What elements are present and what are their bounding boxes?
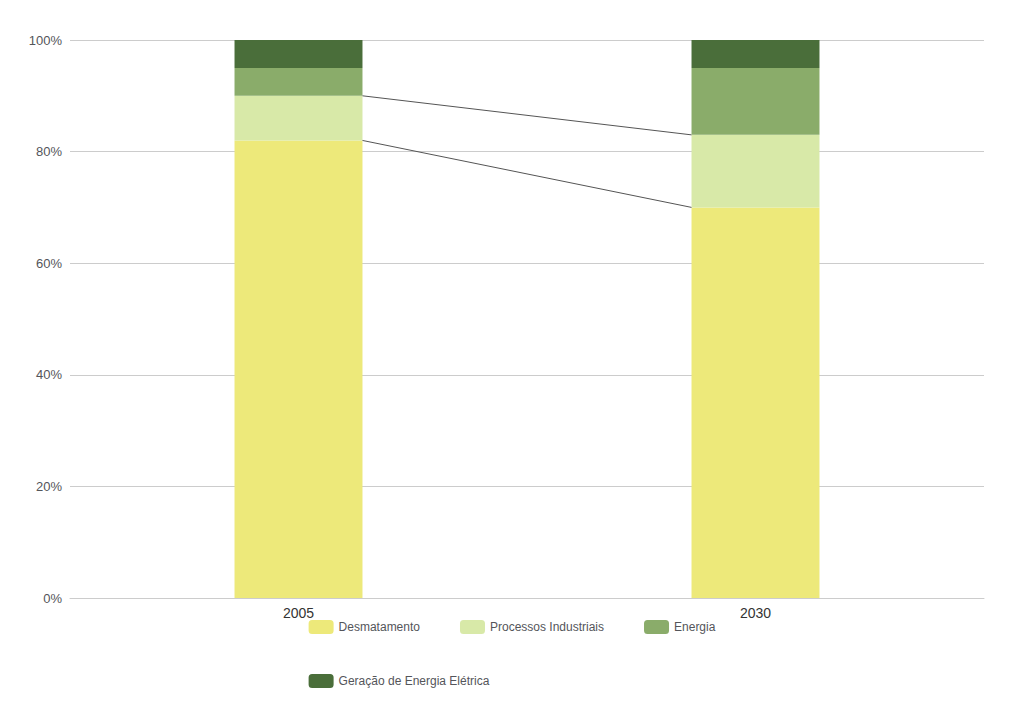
svg-text:Energia: Energia (674, 620, 716, 634)
svg-text:100%: 100% (29, 33, 63, 48)
svg-text:Processos Industriais: Processos Industriais (490, 620, 604, 634)
svg-text:2005: 2005 (283, 605, 314, 621)
svg-text:0%: 0% (43, 591, 62, 606)
svg-text:2030: 2030 (740, 605, 771, 621)
svg-text:20%: 20% (36, 479, 62, 494)
svg-text:Geração de Energia Elétrica: Geração de Energia Elétrica (339, 674, 490, 688)
svg-text:80%: 80% (36, 144, 62, 159)
svg-text:40%: 40% (36, 367, 62, 382)
svg-text:60%: 60% (36, 256, 62, 271)
svg-text:Desmatamento: Desmatamento (339, 620, 421, 634)
